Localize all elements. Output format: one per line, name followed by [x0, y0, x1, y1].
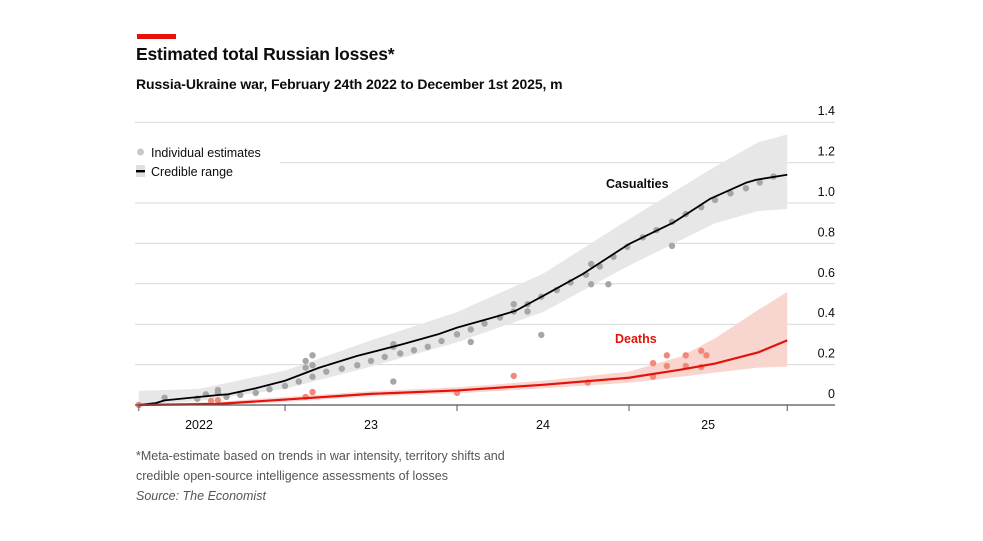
x-tick-label: 23 — [364, 418, 378, 432]
casualties-estimate-dot — [237, 391, 244, 399]
casualties-estimate-dot — [727, 190, 734, 197]
casualties-estimate-dot — [266, 386, 273, 393]
deaths-estimate-dot — [309, 388, 316, 396]
deaths-estimate-dot — [663, 352, 671, 359]
source: Source: The Economist — [136, 489, 266, 503]
legend-line-icon — [136, 170, 145, 173]
deaths-estimate-dot — [510, 372, 517, 380]
casualties-estimate-dot — [481, 320, 488, 327]
casualties-estimate-dot — [252, 389, 259, 397]
casualties-estimate-dot — [524, 308, 531, 315]
casualties-estimate-dot — [467, 326, 474, 333]
deaths-credible-band — [138, 291, 788, 405]
legend-label-estimates: Individual estimates — [151, 146, 261, 160]
series-lines — [138, 173, 788, 407]
casualties-estimate-dot — [410, 347, 418, 354]
casualties-estimate-dot — [587, 260, 595, 268]
casualties-estimate-dot — [309, 373, 316, 380]
casualties-estimate-dot — [424, 343, 431, 351]
casualties-estimate-dot — [354, 362, 361, 369]
casualties-estimate-dot — [281, 382, 289, 390]
casualties-estimate-dot — [453, 331, 461, 338]
casualties-estimate-dot — [302, 357, 309, 365]
casualties-estimate-dot — [756, 179, 763, 186]
y-tick-label: 0.6 — [818, 266, 835, 280]
casualties-estimate-dot — [605, 281, 612, 288]
casualties-line — [138, 173, 788, 406]
deaths-estimate-dot — [214, 397, 222, 404]
casualties-estimate-dot — [538, 331, 545, 339]
casualties-estimate-dot — [742, 185, 750, 192]
y-tick-label: 1.2 — [818, 145, 835, 159]
y-tick-label: 0.8 — [818, 225, 835, 239]
brand-red-bar — [137, 34, 176, 39]
footnote-line-2: credible open-source intelligence assess… — [136, 469, 448, 483]
casualties-estimate-dot — [510, 301, 517, 308]
deaths-estimate-dot — [649, 359, 657, 367]
deaths-estimate-dot — [682, 352, 689, 359]
series-label-deaths: Deaths — [615, 332, 657, 346]
y-tick-label: 0.4 — [818, 306, 835, 320]
footnote-line-1: *Meta-estimate based on trends in war in… — [136, 449, 505, 463]
chart-title: Estimated total Russian losses* — [136, 44, 395, 64]
axes: 0 0.2 0.4 0.6 0.8 1.0 1.2 1.4 2022 23 24 25 — [135, 104, 835, 432]
casualties-estimate-dot — [323, 368, 330, 375]
casualties-estimate-dot — [309, 362, 316, 369]
casualties-estimate-dot — [397, 350, 404, 357]
casualties-estimate-dot — [302, 364, 309, 371]
series-label-casualties: Casualties — [606, 177, 669, 191]
deaths-estimate-dot — [207, 397, 215, 405]
x-tick-label: 25 — [701, 418, 715, 432]
casualties-estimate-dot — [367, 357, 375, 365]
casualties-estimate-dot — [309, 352, 316, 359]
deaths-estimate-dot — [698, 347, 705, 355]
y-tick-label: 0 — [828, 387, 835, 401]
casualties-estimate-dot — [668, 242, 676, 250]
credible-range-bands — [138, 134, 788, 405]
casualties-estimate-dot — [390, 378, 397, 385]
legend-label-range: Credible range — [151, 165, 233, 179]
chart-subtitle: Russia-Ukraine war, February 24th 2022 t… — [136, 76, 563, 92]
y-tick-label: 1.0 — [818, 185, 835, 199]
y-tick-label: 0.2 — [818, 347, 835, 361]
casualties-estimate-dot — [295, 378, 302, 385]
casualties-estimate-dot — [338, 365, 345, 372]
deaths-estimate-dot — [663, 362, 671, 370]
casualties-estimate-dot — [587, 281, 595, 288]
casualties-estimate-dot — [381, 353, 388, 361]
x-tick-label: 24 — [536, 418, 550, 432]
deaths-line — [138, 339, 788, 407]
deaths-estimate-dot — [703, 352, 710, 359]
legend: Individual estimates Credible range — [136, 146, 261, 179]
casualties-estimate-dot — [467, 338, 474, 346]
x-tick-label: 2022 — [185, 418, 213, 432]
casualties-estimate-dot — [711, 196, 719, 204]
casualties-estimate-dot — [438, 337, 445, 345]
legend-dot-icon — [137, 148, 144, 156]
y-tick-label: 1.4 — [818, 104, 835, 118]
